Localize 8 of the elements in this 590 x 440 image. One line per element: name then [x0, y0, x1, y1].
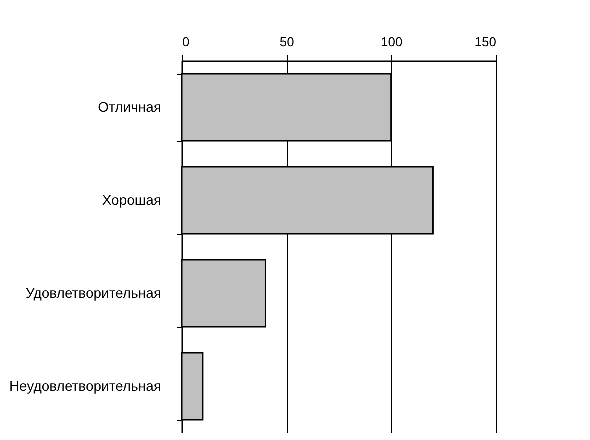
x-tick-label: 0: [182, 34, 190, 50]
y-tick-label: Неудовлетворительная: [9, 378, 162, 394]
x-tick-label: 50: [280, 34, 294, 50]
y-tick-label: Хорошая: [102, 192, 162, 208]
x-tick-label: 100: [380, 34, 403, 50]
x-tick-label: 150: [474, 34, 496, 50]
y-tick-label: Удовлетворительная: [26, 285, 162, 301]
y-tick-label: Отличная: [98, 99, 162, 115]
